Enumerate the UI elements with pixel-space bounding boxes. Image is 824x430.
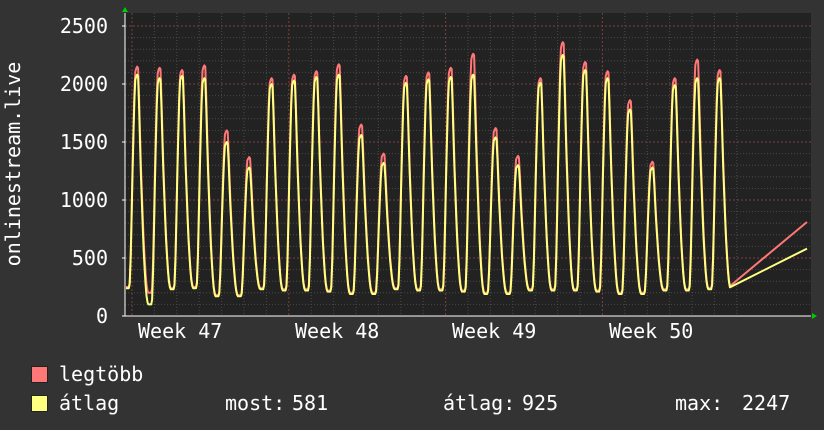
stat-max-value: 2247 (742, 391, 791, 415)
legend-avg-swatch (31, 395, 48, 412)
axes (122, 7, 817, 319)
x-tick-label: Week 50 (609, 319, 693, 343)
x-tick-label: Week 49 (452, 319, 536, 343)
series-line-atlag (125, 54, 808, 306)
x-axis-arrow (812, 313, 817, 319)
y-tick-label: 1500 (60, 130, 108, 154)
y-tick-label: 0 (96, 304, 108, 328)
stat-most-label: most: (225, 391, 286, 415)
legend-avg-label: átlag (59, 391, 120, 415)
x-tick-label: Week 48 (295, 319, 379, 343)
y-tick-label: 2500 (60, 14, 108, 38)
x-tick-labels: Week 47 Week 48 Week 49 Week 50 (138, 319, 693, 343)
y-tick-labels: 0 500 1000 1500 2000 2500 (60, 14, 125, 328)
x-tick-label: Week 47 (138, 319, 222, 343)
series-layer (125, 41, 808, 306)
y-tick-label: 500 (72, 246, 108, 270)
stat-avg-value: 925 (522, 391, 559, 415)
series-line-legtobb (125, 41, 808, 297)
stat-most-value: 581 (292, 391, 329, 415)
y-tick-label: 1000 (60, 188, 108, 212)
y-tick-label: 2000 (60, 72, 108, 96)
y-axis-label: onlinestream.live (1, 62, 25, 267)
legend-max-label: legtöbb (59, 362, 144, 386)
y-axis-arrow (122, 7, 128, 12)
legend-max-swatch (31, 366, 48, 383)
stat-avg-label: átlag: (443, 391, 516, 415)
stat-max-label: max: (675, 391, 724, 415)
